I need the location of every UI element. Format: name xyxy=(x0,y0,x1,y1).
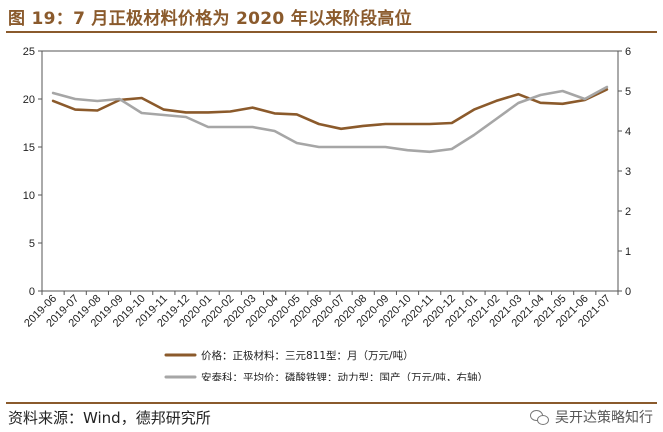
series-line-2 xyxy=(51,85,609,154)
y-left-tick-label: 5 xyxy=(29,238,35,250)
y-right-tick-label: 2 xyxy=(625,206,631,218)
y-left-tick-label: 15 xyxy=(23,142,35,154)
y-right-tick-label: 0 xyxy=(625,286,631,298)
legend-label-2: 安泰科：平均价：磷酸铁锂：动力型：国产（万元/吨，右轴） xyxy=(201,371,488,381)
y-right-tick-label: 3 xyxy=(625,166,631,178)
wechat-icon xyxy=(530,409,550,425)
footer-rule xyxy=(6,402,657,404)
y-left-tick-label: 0 xyxy=(29,286,35,298)
figure-title: 图 19：7 月正极材料价格为 2020 年以来阶段高位 xyxy=(8,9,412,29)
y-right-tick-label: 6 xyxy=(625,46,631,58)
y-right-tick-label: 5 xyxy=(625,86,631,98)
source-note: 资料来源：Wind，德邦研究所 xyxy=(8,409,211,427)
y-left-tick-label: 25 xyxy=(23,46,35,58)
plot-frame xyxy=(41,50,619,292)
series-line-1 xyxy=(51,88,609,131)
y-left-tick-label: 10 xyxy=(23,190,35,202)
line-chart: 051015202501234562019-062019-072019-0820… xyxy=(22,46,631,381)
chart-legend: 价格：正极材料：三元811型：月（万元/吨） 安泰科：平均价：磷酸铁锂：动力型：国… xyxy=(164,349,488,381)
watermark: 吴开达策略知行 xyxy=(530,407,653,427)
chart-axes: 051015202501234562019-062019-072019-0820… xyxy=(22,46,631,330)
title-rule xyxy=(6,31,657,33)
legend-label-1: 价格：正极材料：三元811型：月（万元/吨） xyxy=(201,349,414,362)
y-right-tick-label: 4 xyxy=(625,126,631,138)
chart-lines xyxy=(51,85,609,154)
watermark-text: 吴开达策略知行 xyxy=(555,410,653,426)
y-right-tick-label: 1 xyxy=(625,246,631,258)
y-left-tick-label: 20 xyxy=(23,94,35,106)
